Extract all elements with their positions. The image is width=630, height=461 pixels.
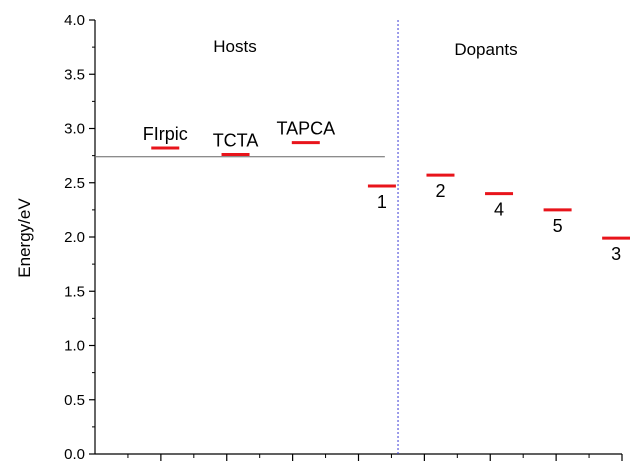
level-label-firpic: FIrpic <box>143 124 188 144</box>
y-tick-label: 4.0 <box>64 12 85 29</box>
y-tick-label: 2.0 <box>64 229 85 246</box>
level-label-tapca: TAPCA <box>276 119 335 139</box>
level-label-5: 5 <box>553 216 563 236</box>
y-axis-label: Energy/eV <box>15 198 34 278</box>
y-tick-label: 1.5 <box>64 283 85 300</box>
y-tick-label: 0.0 <box>64 446 85 461</box>
energy-levels: FIrpic TCTA TAPCA 1 2 4 5 3 <box>143 119 630 264</box>
region-label-dopants: Dopants <box>454 40 517 59</box>
level-label-1: 1 <box>377 192 387 212</box>
y-tick-label: 0.5 <box>64 392 85 409</box>
level-label-2: 2 <box>435 181 445 201</box>
y-tick-label: 2.5 <box>64 175 85 192</box>
y-tick-label: 1.0 <box>64 338 85 355</box>
level-label-tcta: TCTA <box>213 131 259 151</box>
level-label-3: 3 <box>611 244 621 264</box>
region-labels: Hosts Dopants <box>213 37 517 59</box>
level-label-4: 4 <box>494 200 504 220</box>
y-tick-label: 3.5 <box>64 66 85 83</box>
y-tick-label: 3.0 <box>64 121 85 138</box>
region-label-hosts: Hosts <box>213 37 256 56</box>
axes: 0.0 0.5 1.0 1.5 2.0 2.5 3.0 3.5 4.0 <box>64 12 622 461</box>
